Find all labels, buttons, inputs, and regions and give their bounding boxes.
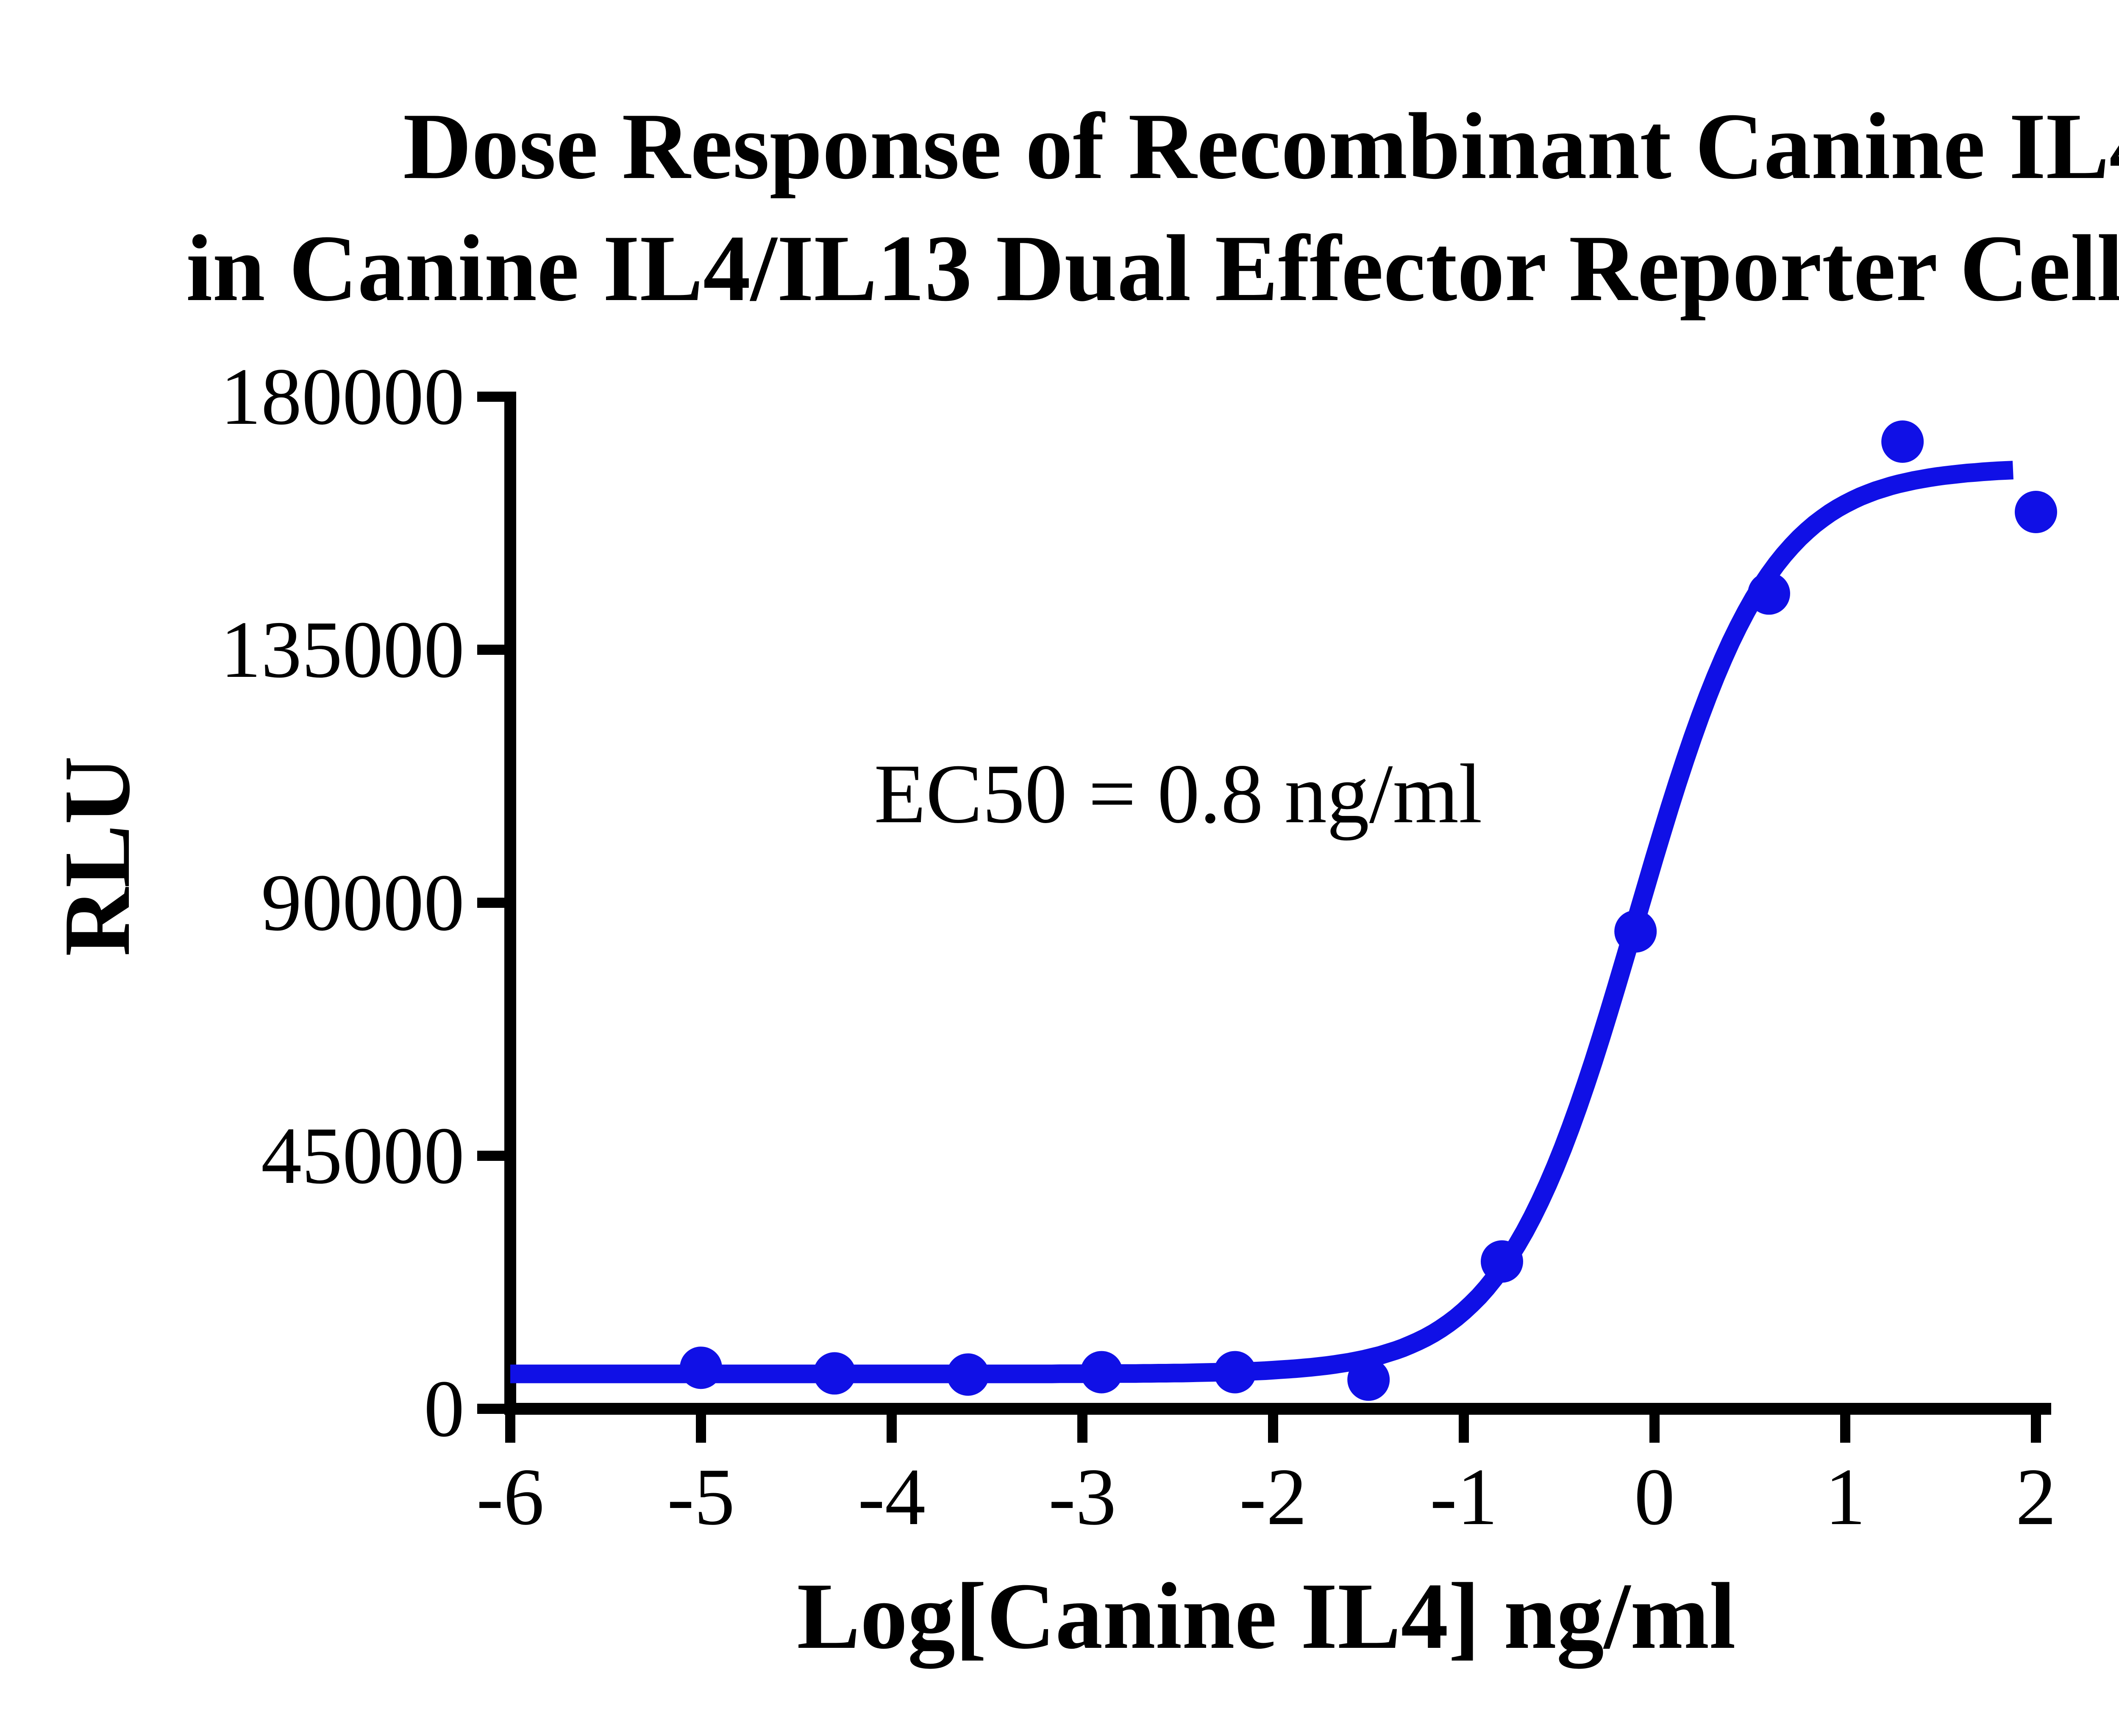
data-point bbox=[1214, 1351, 1256, 1394]
y-tick-label: 135000 bbox=[220, 604, 464, 695]
data-point bbox=[1881, 420, 1924, 463]
x-tick-label: -3 bbox=[1048, 1452, 1116, 1542]
y-tick-label: 180000 bbox=[220, 351, 464, 442]
data-point bbox=[680, 1347, 722, 1389]
data-point bbox=[1748, 572, 1790, 615]
data-point bbox=[1614, 910, 1657, 953]
x-tick-label: -2 bbox=[1239, 1452, 1307, 1542]
data-point bbox=[1347, 1358, 1390, 1401]
chart-title-line2: in Canine IL4/IL13 Dual Effector Reporte… bbox=[186, 216, 2119, 321]
axes: 0 45000 90000 135000 180000 -6 -5 -4 -3 -2 -1 0 1 2 bbox=[220, 351, 2056, 1542]
y-tick-label: 0 bbox=[424, 1363, 464, 1454]
data-point bbox=[947, 1353, 989, 1396]
x-tick-label: -4 bbox=[858, 1452, 926, 1542]
y-axis-title: RLU bbox=[44, 756, 150, 957]
data-point bbox=[1481, 1240, 1523, 1283]
chart-title-line1: Dose Response of Recombinant Canine IL4 bbox=[403, 94, 2119, 199]
x-tick-label: 0 bbox=[1634, 1452, 1675, 1542]
x-tick-label: -6 bbox=[476, 1452, 544, 1542]
x-tick-label: -5 bbox=[667, 1452, 735, 1542]
data-points bbox=[680, 420, 2057, 1401]
x-tick-label: -1 bbox=[1430, 1452, 1498, 1542]
dose-response-curve bbox=[510, 461, 2013, 1383]
ec50-annotation: EC50 = 0.8 ng/ml bbox=[874, 747, 1482, 841]
data-point bbox=[813, 1352, 856, 1395]
y-tick-label: 90000 bbox=[261, 857, 464, 948]
x-tick-label: 2 bbox=[2016, 1452, 2056, 1542]
x-axis-title: Log[Canine IL4] ng/ml bbox=[797, 1564, 1735, 1669]
y-tick-label: 45000 bbox=[261, 1110, 464, 1201]
x-tick-label: 1 bbox=[1825, 1452, 1866, 1542]
data-point bbox=[1080, 1351, 1123, 1394]
data-point bbox=[2015, 491, 2057, 533]
